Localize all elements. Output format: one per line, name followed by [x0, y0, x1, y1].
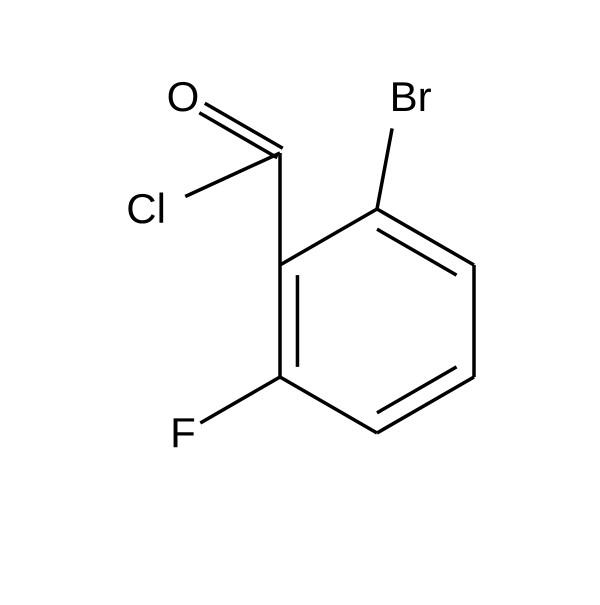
- structure-canvas: OClBrF: [0, 0, 600, 600]
- bond-layer: [0, 0, 600, 600]
